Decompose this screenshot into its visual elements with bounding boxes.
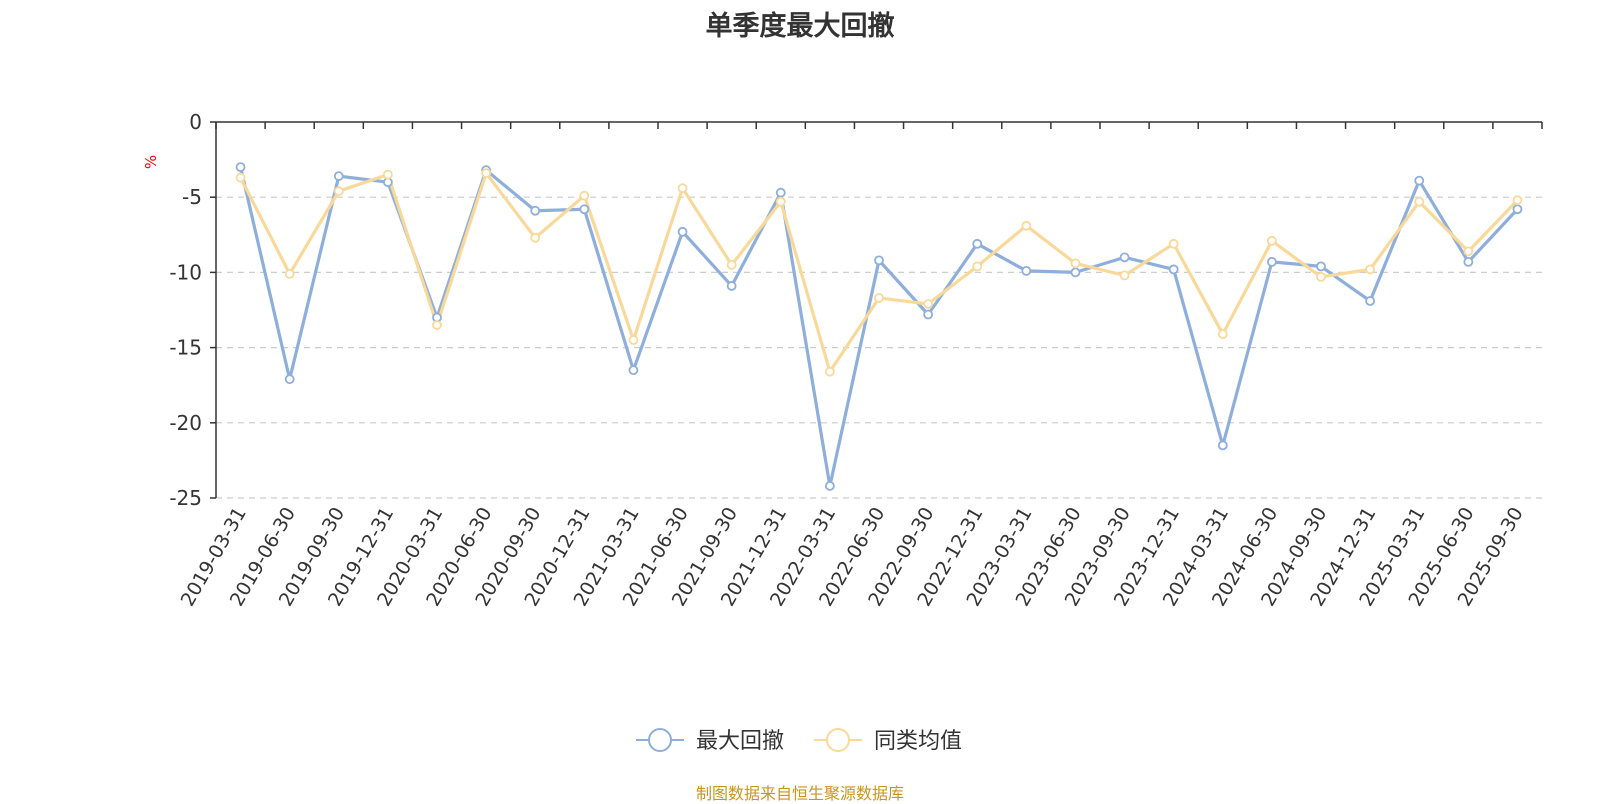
data-point [432, 320, 442, 330]
data-point [824, 481, 835, 491]
data-point [726, 259, 737, 270]
y-tick-label: -20 [169, 411, 202, 435]
data-point [628, 365, 639, 376]
data-point [628, 335, 639, 345]
data-point [972, 238, 983, 249]
y-tick-label: -5 [182, 185, 202, 209]
data-point [1365, 296, 1376, 306]
chart-title: 单季度最大回撤 [705, 11, 895, 42]
data-point [874, 255, 884, 266]
source-note: 制图数据来自恒生聚源数据库 [695, 784, 904, 803]
legend-circle-icon [826, 728, 850, 752]
data-point [1512, 204, 1523, 215]
data-point [1168, 264, 1179, 275]
data-point [333, 171, 344, 182]
data-point [1119, 270, 1130, 281]
data-point [382, 169, 393, 180]
y-tick-label: -15 [169, 336, 202, 360]
data-point [579, 190, 590, 201]
data-point [923, 309, 934, 320]
y-axis-label: % [142, 155, 160, 169]
data-point [579, 204, 590, 215]
y-tick-label: 0 [189, 110, 202, 134]
data-point [1217, 329, 1228, 339]
data-point [1463, 246, 1474, 257]
legend-label: 同类均值 [874, 729, 962, 754]
axes: 0-5-10-15-20-252019-03-312019-06-302019-… [142, 110, 1543, 610]
data-point [1217, 440, 1228, 451]
data-point [972, 261, 983, 272]
data-point [235, 172, 246, 183]
data-point [1463, 256, 1474, 267]
legend[interactable]: 最大回撤 同类均值 [636, 728, 962, 754]
legend-item-2[interactable]: 同类均值 [814, 728, 962, 754]
data-point [677, 183, 688, 194]
y-tick-label: -25 [169, 486, 202, 510]
data-point [1168, 238, 1179, 249]
data-point [1021, 265, 1032, 276]
data-point [1414, 196, 1425, 207]
data-point [726, 281, 737, 291]
legend-circle-icon [648, 728, 672, 752]
data-point [1266, 235, 1277, 246]
data-point [333, 186, 344, 197]
data-point [1119, 252, 1130, 263]
data-point [775, 187, 786, 198]
series-line-1 [238, 166, 1519, 488]
data-point [1365, 264, 1376, 275]
data-point [923, 299, 934, 309]
data-point [1414, 175, 1425, 186]
data-point [481, 168, 492, 179]
data-point [284, 269, 295, 279]
data-point [824, 366, 835, 377]
data-point [874, 293, 884, 303]
data-point [1512, 195, 1523, 206]
data-point [1021, 220, 1032, 231]
grid-lines [216, 196, 1542, 499]
data-point [235, 162, 246, 173]
data-point [1070, 267, 1081, 278]
data-point [1070, 258, 1081, 269]
data-point [530, 232, 541, 243]
series-lines [235, 162, 1523, 491]
legend-item-1[interactable]: 最大回撤 [636, 728, 784, 754]
data-point [1316, 261, 1326, 272]
data-point [1316, 272, 1326, 282]
data-point [1266, 256, 1277, 267]
y-tick-label: -10 [169, 260, 202, 284]
data-point [677, 226, 688, 237]
data-point [530, 205, 541, 216]
data-point [775, 196, 786, 207]
legend-label: 最大回撤 [696, 729, 784, 754]
data-point [284, 374, 295, 385]
